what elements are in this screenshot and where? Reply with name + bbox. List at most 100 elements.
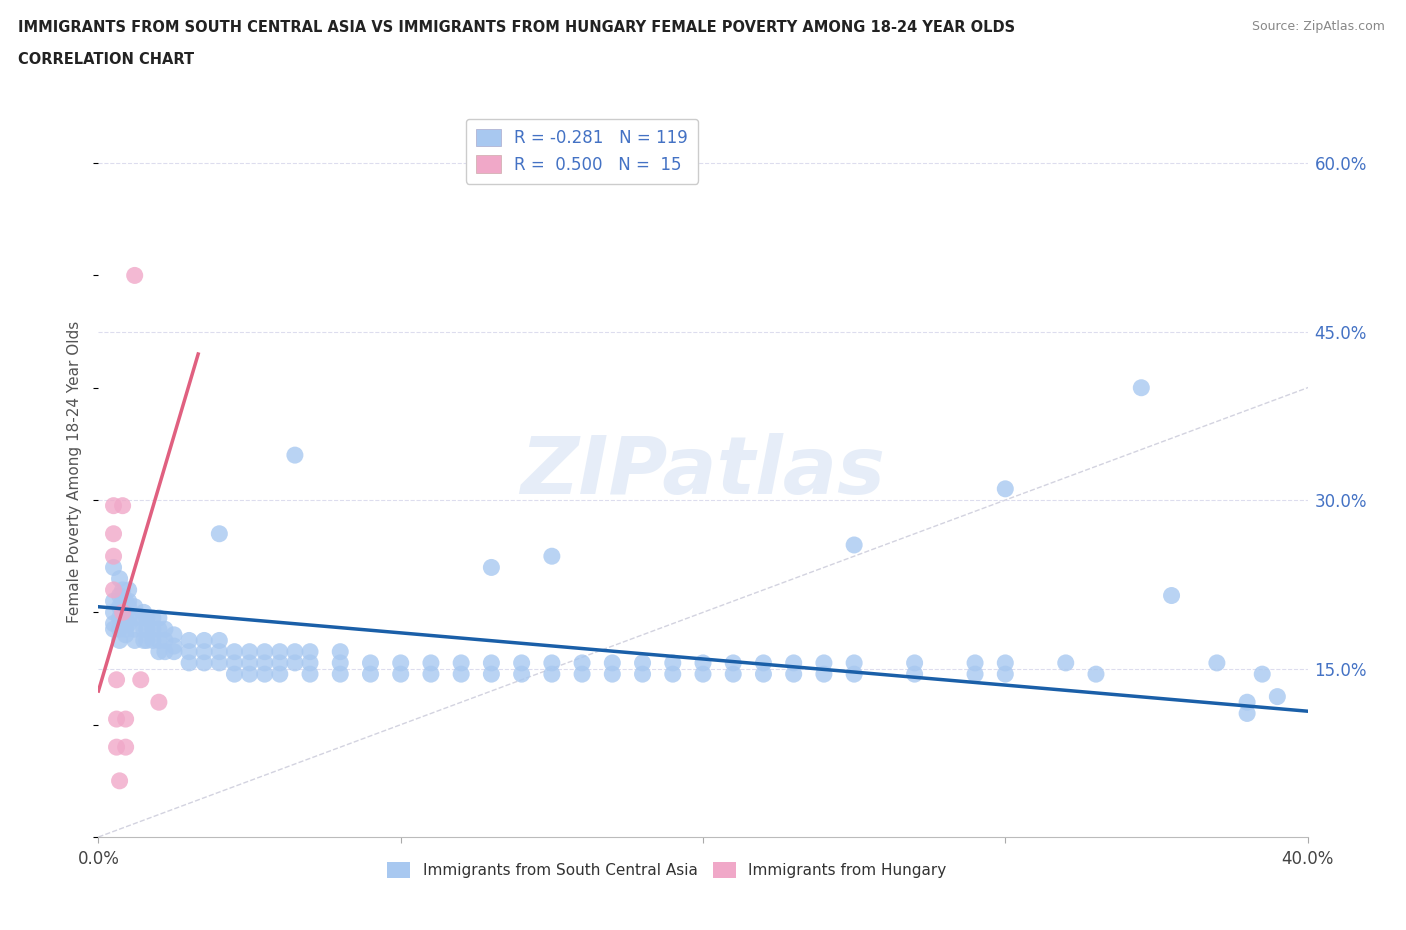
Point xyxy=(239,667,262,682)
Point xyxy=(124,599,146,614)
Point xyxy=(904,656,927,671)
Point xyxy=(105,739,128,754)
Point xyxy=(108,622,131,637)
Point xyxy=(510,656,533,671)
Point xyxy=(163,639,186,654)
Point xyxy=(103,560,125,575)
Point xyxy=(329,656,352,671)
Point xyxy=(179,656,201,671)
Point xyxy=(389,656,412,671)
Point xyxy=(481,656,503,671)
Point xyxy=(108,611,131,626)
Point xyxy=(783,667,806,682)
Point xyxy=(129,672,152,687)
Point xyxy=(135,622,157,637)
Point xyxy=(163,644,186,659)
Point xyxy=(299,644,322,659)
Point xyxy=(118,611,141,626)
Point xyxy=(284,447,307,462)
Point xyxy=(142,611,165,626)
Point xyxy=(124,633,146,648)
Point xyxy=(179,644,201,659)
Point xyxy=(105,672,128,687)
Point xyxy=(661,667,683,682)
Point xyxy=(103,549,125,564)
Point xyxy=(135,611,157,626)
Legend: Immigrants from South Central Asia, Immigrants from Hungary: Immigrants from South Central Asia, Immi… xyxy=(381,856,952,884)
Point xyxy=(224,667,246,682)
Point xyxy=(193,633,215,648)
Point xyxy=(108,774,131,789)
Point xyxy=(193,644,215,659)
Point xyxy=(1236,695,1258,710)
Point xyxy=(208,644,231,659)
Point xyxy=(329,644,352,659)
Point xyxy=(1054,656,1077,671)
Point xyxy=(1236,706,1258,721)
Point xyxy=(783,656,806,671)
Point xyxy=(813,656,835,671)
Point xyxy=(148,611,170,626)
Point xyxy=(602,667,624,682)
Point xyxy=(692,667,714,682)
Point xyxy=(114,628,136,643)
Point xyxy=(752,667,775,682)
Point xyxy=(602,656,624,671)
Text: Source: ZipAtlas.com: Source: ZipAtlas.com xyxy=(1251,20,1385,33)
Point xyxy=(118,617,141,631)
Point xyxy=(114,711,136,726)
Point xyxy=(1267,689,1289,704)
Point xyxy=(179,633,201,648)
Text: CORRELATION CHART: CORRELATION CHART xyxy=(18,52,194,67)
Point xyxy=(1251,667,1274,682)
Point xyxy=(269,667,291,682)
Point xyxy=(103,604,125,619)
Point xyxy=(253,644,276,659)
Point xyxy=(132,622,155,637)
Point xyxy=(631,667,654,682)
Point xyxy=(114,622,136,637)
Point xyxy=(965,667,987,682)
Point xyxy=(208,633,231,648)
Point xyxy=(193,656,215,671)
Point xyxy=(253,656,276,671)
Point xyxy=(965,656,987,671)
Point xyxy=(111,498,134,513)
Point xyxy=(540,549,562,564)
Point xyxy=(1130,380,1153,395)
Point xyxy=(389,667,412,682)
Point xyxy=(148,644,170,659)
Point xyxy=(114,739,136,754)
Point xyxy=(124,268,146,283)
Point xyxy=(420,656,443,671)
Point xyxy=(904,667,927,682)
Point xyxy=(108,571,131,586)
Point xyxy=(132,611,155,626)
Point xyxy=(111,604,134,619)
Point xyxy=(103,498,125,513)
Point xyxy=(299,667,322,682)
Point xyxy=(111,617,134,631)
Point xyxy=(118,593,141,608)
Point xyxy=(253,667,276,682)
Point xyxy=(108,633,131,648)
Point xyxy=(114,593,136,608)
Point xyxy=(148,695,170,710)
Point xyxy=(481,560,503,575)
Point xyxy=(299,656,322,671)
Point xyxy=(224,644,246,659)
Point xyxy=(153,622,176,637)
Point xyxy=(752,656,775,671)
Y-axis label: Female Poverty Among 18-24 Year Olds: Female Poverty Among 18-24 Year Olds xyxy=(67,321,83,623)
Point xyxy=(450,667,472,682)
Point xyxy=(148,633,170,648)
Point xyxy=(118,599,141,614)
Point xyxy=(844,667,866,682)
Point xyxy=(111,604,134,619)
Point xyxy=(723,667,745,682)
Point xyxy=(692,656,714,671)
Point xyxy=(269,644,291,659)
Point xyxy=(284,656,307,671)
Point xyxy=(124,611,146,626)
Point xyxy=(103,582,125,597)
